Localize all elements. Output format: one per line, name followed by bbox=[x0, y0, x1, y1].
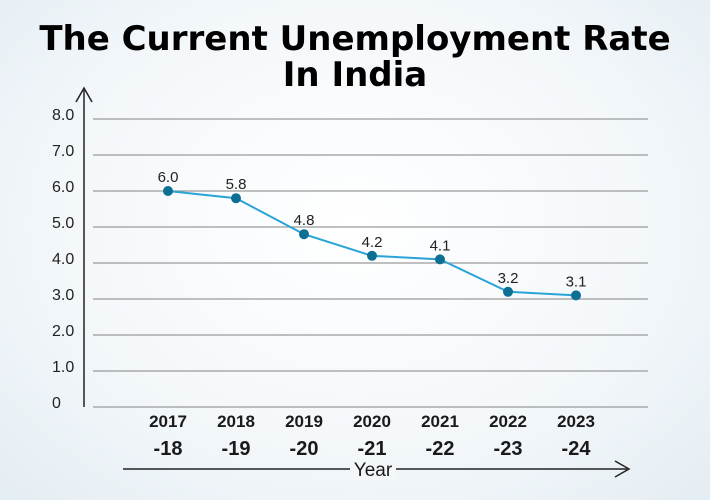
chart-title-line1: The Current Unemployment Rate bbox=[39, 19, 670, 59]
x-tick-label-year: 2023 bbox=[557, 412, 595, 431]
series-unemployment-rate: 6.0 5.8 4.8 4.2 4.1 3.2 3.1 bbox=[158, 169, 587, 301]
y-tick-label: 3.0 bbox=[52, 287, 74, 304]
data-label: 4.1 bbox=[430, 237, 451, 254]
y-tick-label: 8.0 bbox=[52, 107, 74, 124]
y-tick-label: 7.0 bbox=[52, 143, 74, 160]
data-label: 3.2 bbox=[498, 270, 519, 287]
data-point bbox=[299, 229, 309, 240]
x-axis-label-bg bbox=[350, 458, 396, 480]
x-tick-label-suffix: -23 bbox=[494, 438, 523, 460]
gridlines bbox=[93, 118, 648, 408]
data-point bbox=[503, 286, 513, 297]
x-tick-label-year: 2018 bbox=[217, 412, 255, 431]
x-tick-label-suffix: -19 bbox=[222, 438, 251, 460]
data-label: 5.8 bbox=[226, 176, 247, 193]
chart-title-line2: In India bbox=[283, 55, 427, 95]
x-tick-label-suffix: -21 bbox=[358, 438, 387, 460]
axes: Year bbox=[75, 86, 631, 481]
y-tick-label: 0 bbox=[52, 395, 61, 412]
x-tick-label-year: 2020 bbox=[353, 412, 391, 431]
x-axis-label: Year bbox=[354, 460, 393, 481]
y-tick-label: 4.0 bbox=[52, 251, 74, 268]
x-axis-arrowhead bbox=[614, 460, 631, 478]
x-tick-label-suffix: -20 bbox=[290, 438, 319, 460]
y-axis-arrowhead bbox=[75, 86, 93, 103]
x-tick-label-year: 2019 bbox=[285, 412, 323, 431]
data-point bbox=[435, 254, 445, 265]
data-point bbox=[231, 193, 241, 204]
data-label: 4.2 bbox=[362, 234, 383, 251]
y-tick-labels: 8.0 7.0 6.0 5.0 4.0 3.0 2.0 1.0 0 bbox=[52, 107, 74, 412]
data-label: 3.1 bbox=[566, 273, 587, 290]
x-tick-label-year: 2021 bbox=[421, 412, 459, 431]
y-tick-label: 2.0 bbox=[52, 323, 74, 340]
x-tick-label-year: 2022 bbox=[489, 412, 527, 431]
x-tick-label-suffix: -24 bbox=[562, 438, 592, 460]
x-tick-label-suffix: -22 bbox=[426, 438, 455, 460]
x-tick-label-year: 2017 bbox=[149, 412, 187, 431]
x-tick-label-suffix: -18 bbox=[154, 438, 183, 460]
y-tick-label: 5.0 bbox=[52, 215, 74, 232]
data-label: 6.0 bbox=[158, 169, 179, 186]
y-tick-label: 6.0 bbox=[52, 179, 74, 196]
y-tick-label: 1.0 bbox=[52, 359, 74, 376]
x-tick-labels: 2017 -18 2018 -19 2019 -20 2020 -21 2021 -22 2022 -… bbox=[149, 412, 595, 460]
data-point bbox=[163, 186, 173, 196]
data-label: 4.8 bbox=[294, 212, 315, 229]
data-point bbox=[367, 250, 377, 261]
data-point bbox=[571, 290, 581, 301]
